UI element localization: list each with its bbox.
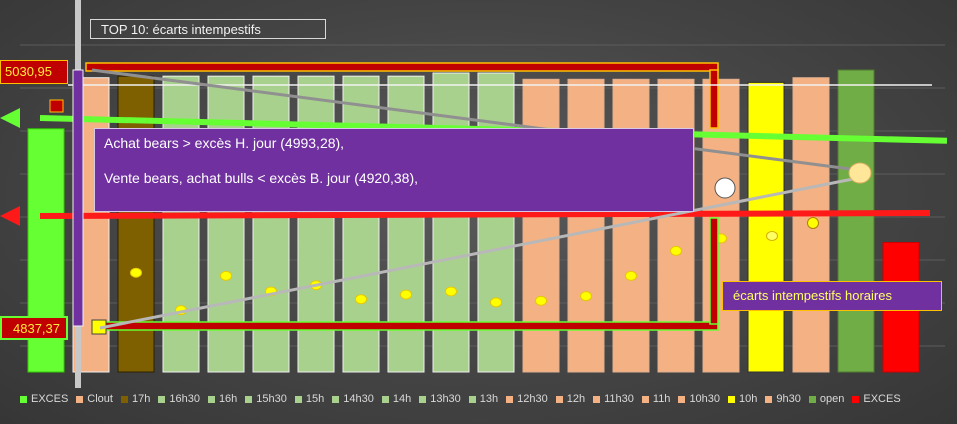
legend-swatch [728, 395, 736, 403]
marker-open [848, 162, 872, 184]
marker-white-circle [714, 177, 736, 199]
legend-label: 12h [566, 393, 586, 405]
top-bracket [85, 62, 719, 72]
price-low-label: 4837,37 [0, 316, 68, 340]
legend-label: 14h [392, 393, 412, 405]
legend-swatch [678, 395, 686, 403]
legend-label: 13h [479, 393, 499, 405]
legend-label: 9h30 [776, 393, 801, 405]
legend-swatch [245, 395, 253, 403]
price-high-label: 5030,95 [0, 60, 68, 84]
callout-label: écarts intempestifs horaires [722, 281, 942, 311]
legend-swatch [120, 395, 128, 403]
bar-18-open [837, 69, 875, 373]
legend-label: 16h30 [169, 393, 200, 405]
range-indicator [72, 69, 84, 327]
legend-swatch [555, 395, 563, 403]
connector-line-low [99, 176, 859, 330]
legend-item-18-open: open [808, 393, 845, 405]
legend-swatch [158, 395, 166, 403]
legend-item-2-17h: 17h [120, 393, 151, 405]
legend-swatch [641, 395, 649, 403]
legend-item-4-16h: 16h [207, 393, 238, 405]
legend-label: 13h30 [430, 393, 461, 405]
legend-swatch [593, 395, 601, 403]
legend-item-14-11h: 11h [641, 393, 671, 405]
legend-label: 17h [131, 393, 151, 405]
annotation-line-2: Vente bears, achat bulls < excès B. jour… [104, 170, 419, 186]
bar-16-10h [747, 81, 785, 373]
chart-title: TOP 10: écarts intempestifs [90, 19, 326, 39]
legend-label: 15h [305, 393, 325, 405]
legend-label: open [819, 393, 845, 405]
legend-swatch [468, 395, 476, 403]
legend-swatch [808, 395, 816, 403]
midpoint-marker-17h [130, 267, 142, 278]
legend-item-6-15h: 15h [294, 393, 325, 405]
legend-item-12-12h: 12h [555, 393, 586, 405]
legend-item-8-14h: 14h [381, 393, 412, 405]
marker-10h [766, 231, 778, 241]
legend-item-0-exces: EXCES [20, 393, 68, 405]
low-excess-line [39, 210, 931, 219]
legend-swatch [852, 395, 860, 403]
legend-swatch [765, 395, 773, 403]
legend-item-10-13h: 13h [468, 393, 499, 405]
legend-label: 16h [218, 393, 238, 405]
midpoint-marker-11h [670, 245, 682, 256]
legend-swatch [332, 395, 340, 403]
midpoint-marker-12h30 [535, 295, 547, 306]
legend-label: 10h30 [689, 393, 721, 405]
midpoint-marker-13h30 [445, 286, 457, 297]
legend-label: 10h [739, 393, 758, 405]
top-bracket-stem [709, 69, 719, 129]
legend-swatch [419, 395, 427, 403]
annotation-line-1: Achat bears > excès H. jour (4993,28), [104, 135, 345, 151]
legend-item-9-13h30: 13h30 [419, 393, 461, 405]
legend-label: 14h30 [343, 393, 374, 405]
legend-item-13-11h30: 11h30 [593, 393, 634, 405]
connector-line-high [91, 68, 859, 172]
midpoint-marker-13h [490, 297, 502, 308]
legend-swatch [294, 395, 302, 403]
legend-label: 12h30 [517, 393, 548, 405]
annotation-box: Achat bears > excès H. jour (4993,28), V… [94, 128, 694, 212]
midpoint-marker-11h30 [625, 270, 637, 281]
legend-swatch [506, 395, 514, 403]
legend-item-16-10h: 10h [728, 393, 757, 405]
legend-item-17-9h30: 9h30 [765, 393, 801, 405]
legend-swatch [207, 395, 215, 403]
legend-swatch [381, 395, 389, 403]
legend-label: EXCES [31, 393, 69, 405]
midpoint-marker-12h [580, 291, 592, 302]
legend-label: 11h [652, 393, 671, 405]
legend-item-7-14h30: 14h30 [332, 393, 374, 405]
chart-legend: EXCES Clout 17h 16h30 16h 15h30 15h 14h30 14h 13h… [20, 392, 950, 406]
high-marker-square [49, 99, 64, 113]
marker-9h30 [807, 217, 819, 229]
low-excess-arrow [0, 206, 20, 226]
midpoint-marker-14h [400, 289, 412, 300]
midpoint-marker-14h30 [355, 294, 367, 305]
legend-label: Clout [87, 393, 113, 405]
legend-item-5-15h30: 15h30 [245, 393, 287, 405]
legend-swatch [76, 395, 84, 403]
high-excess-arrow [0, 108, 20, 128]
legend-item-1-clout: Clout [76, 393, 113, 405]
legend-label: EXCES [863, 393, 901, 405]
legend-item-19-exces: EXCES [852, 393, 901, 405]
legend-swatch [20, 395, 27, 403]
legend-item-15-10h30: 10h30 [678, 393, 720, 405]
bottom-bracket [99, 321, 719, 331]
legend-item-3-16h30: 16h30 [158, 393, 200, 405]
legend-label: 11h30 [604, 393, 634, 405]
bottom-bracket-stem [709, 217, 719, 325]
legend-label: 15h30 [256, 393, 287, 405]
midpoint-marker-16h [220, 270, 232, 281]
legend-item-11-12h30: 12h30 [506, 393, 548, 405]
